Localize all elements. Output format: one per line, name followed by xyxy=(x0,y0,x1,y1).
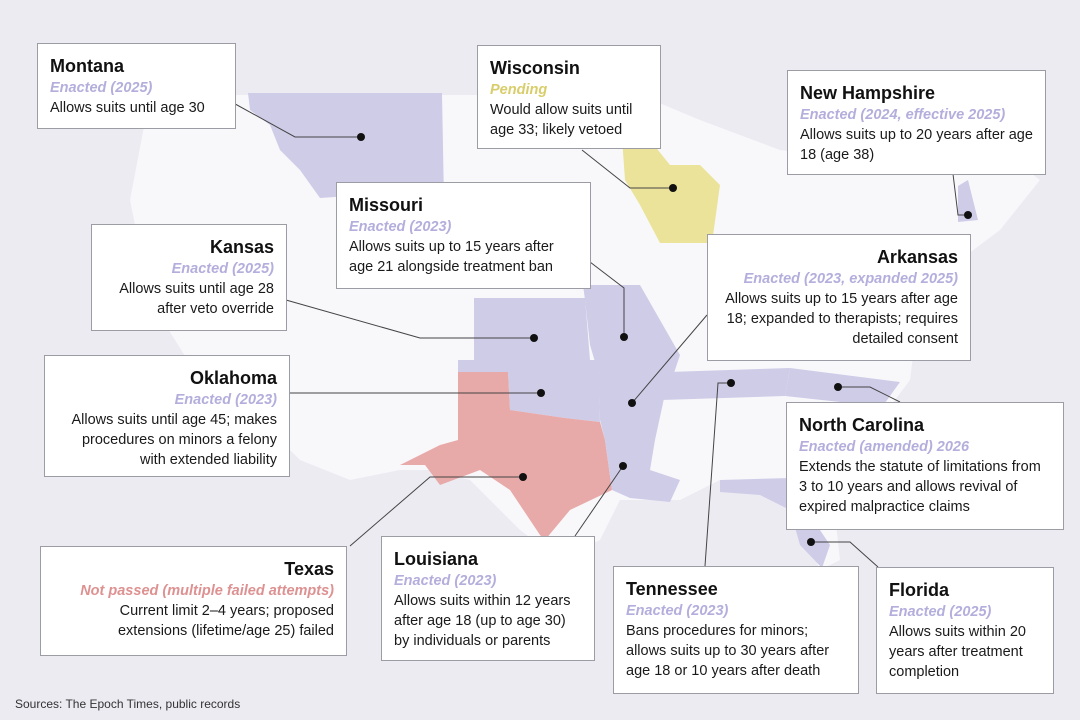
status: Enacted (2025) xyxy=(50,80,153,96)
state-name: Kansas xyxy=(209,237,274,257)
description: Current limit 2–4 years; proposed extens… xyxy=(117,603,334,639)
marker-missouri xyxy=(620,333,628,341)
callout-florida: Florida Enacted (2025) Allows suits with… xyxy=(876,567,1054,694)
callout-louisiana: Louisiana Enacted (2023) Allows suits wi… xyxy=(381,536,595,661)
description: Allows suits up to 15 years after age 18… xyxy=(725,291,958,347)
description: Allows suits until age 30 xyxy=(50,100,205,116)
state-north-carolina xyxy=(785,368,900,410)
state-kansas xyxy=(474,298,590,360)
description: Allows suits within 20 years after treat… xyxy=(889,624,1026,680)
marker-montana xyxy=(357,133,365,141)
callout-missouri: Missouri Enacted (2023) Allows suits up … xyxy=(336,182,591,289)
state-name: Montana xyxy=(50,56,124,76)
status: Enacted (2025) xyxy=(171,261,274,277)
state-name: Arkansas xyxy=(876,247,958,267)
state-texas xyxy=(400,372,612,540)
marker-oklahoma xyxy=(537,389,545,397)
status: Enacted (amended) 2026 xyxy=(799,439,970,455)
state-name: Louisiana xyxy=(394,549,479,569)
description: Extends the statute of limitations from … xyxy=(799,459,1041,515)
marker-louisiana xyxy=(619,462,627,470)
state-markers xyxy=(357,133,972,546)
description: Allows suits until age 45; makes procedu… xyxy=(71,412,277,468)
callout-arkansas: Arkansas Enacted (2023, expanded 2025) A… xyxy=(707,234,971,361)
marker-new-hampshire xyxy=(964,211,972,219)
status: Enacted (2025) xyxy=(889,604,992,620)
state-oklahoma xyxy=(458,360,600,422)
state-name: Florida xyxy=(889,580,950,600)
status: Enacted (2023) xyxy=(394,573,497,589)
description: Allows suits within 12 years after age 1… xyxy=(394,593,571,649)
state-florida xyxy=(720,478,830,568)
status: Not passed (multiple failed attempts) xyxy=(80,583,334,599)
description: Allows suits up to 15 years after age 21… xyxy=(349,239,554,275)
state-missouri xyxy=(583,285,680,385)
status: Enacted (2023) xyxy=(349,219,452,235)
sources-note: Sources: The Epoch Times, public records xyxy=(15,697,241,711)
marker-tennessee xyxy=(727,379,735,387)
state-name: Missouri xyxy=(349,195,424,215)
status: Enacted (2023) xyxy=(626,603,729,619)
status: Enacted (2023, expanded 2025) xyxy=(743,271,958,287)
state-tennessee xyxy=(662,368,790,400)
state-name: Tennessee xyxy=(626,579,718,599)
state-montana xyxy=(248,93,444,200)
state-name: New Hampshire xyxy=(800,83,936,103)
description: Allows suits up to 20 years after age 18… xyxy=(800,127,1033,163)
state-name: Texas xyxy=(284,559,334,579)
callout-texas: Texas Not passed (multiple failed attemp… xyxy=(40,546,347,656)
callout-wisconsin: Wisconsin Pending Would allow suits unti… xyxy=(477,45,661,149)
status: Enacted (2024, effective 2025) xyxy=(800,107,1006,123)
callout-new-hampshire: New Hampshire Enacted (2024, effective 2… xyxy=(787,70,1046,175)
marker-arkansas xyxy=(628,399,636,407)
description: Allows suits until age 28 after veto ove… xyxy=(119,281,274,317)
leader-lines xyxy=(227,99,968,568)
state-louisiana xyxy=(605,440,680,502)
description: Would allow suits until age 33; likely v… xyxy=(490,102,633,138)
state-name: Oklahoma xyxy=(189,368,277,388)
state-name: Wisconsin xyxy=(490,58,580,78)
callout-kansas: Kansas Enacted (2025) Allows suits until… xyxy=(91,224,287,331)
status: Pending xyxy=(490,82,548,98)
state-name: North Carolina xyxy=(799,415,925,435)
callout-oklahoma: Oklahoma Enacted (2023) Allows suits unt… xyxy=(44,355,290,477)
marker-north-carolina xyxy=(834,383,842,391)
description: Bans procedures for minors; allows suits… xyxy=(626,623,830,679)
marker-texas xyxy=(519,473,527,481)
callout-montana: Montana Enacted (2025) Allows suits unti… xyxy=(37,43,236,129)
marker-kansas xyxy=(530,334,538,342)
callout-north-carolina: North Carolina Enacted (amended) 2026 Ex… xyxy=(786,402,1064,530)
state-new-hampshire xyxy=(958,180,978,222)
status: Enacted (2023) xyxy=(174,392,277,408)
marker-florida xyxy=(807,538,815,546)
callout-tennessee: Tennessee Enacted (2023) Bans procedures… xyxy=(613,566,859,694)
marker-wisconsin xyxy=(669,184,677,192)
